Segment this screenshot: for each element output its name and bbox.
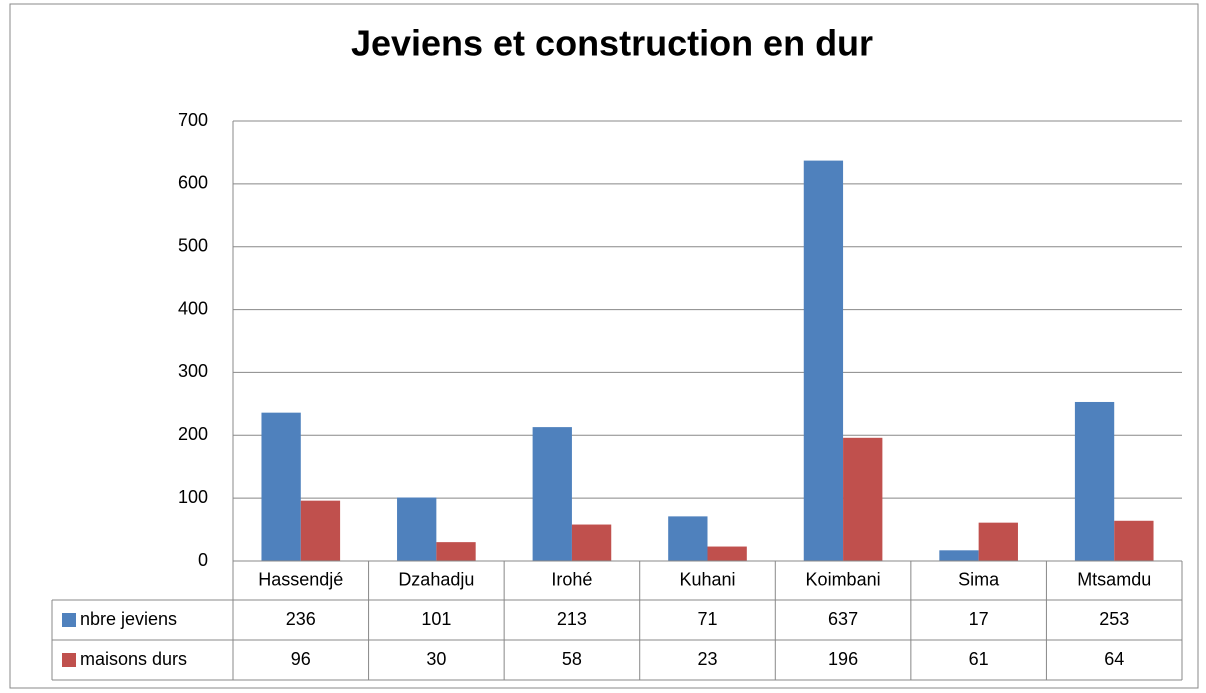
x-tick-label: Koimbani xyxy=(806,569,881,589)
table-cell: 30 xyxy=(426,649,446,669)
y-tick-label: 100 xyxy=(178,487,208,507)
bar xyxy=(939,550,979,561)
y-tick-label: 600 xyxy=(178,173,208,193)
x-tick-label: Irohé xyxy=(551,569,592,589)
x-tick-label: Sima xyxy=(958,569,1000,589)
table-cell: 96 xyxy=(291,649,311,669)
x-tick-label: Mtsamdu xyxy=(1077,569,1151,589)
bar xyxy=(261,412,301,561)
table-cell: 196 xyxy=(828,649,858,669)
bar xyxy=(300,500,341,561)
legend-key xyxy=(62,653,76,667)
table-cell: 64 xyxy=(1104,649,1124,669)
x-tick-label: Hassendjé xyxy=(258,569,343,589)
table-cell: 58 xyxy=(562,649,582,669)
chart-title: Jeviens et construction en dur xyxy=(351,23,873,64)
table-cell: 71 xyxy=(697,609,717,629)
bar xyxy=(1114,520,1154,561)
table-cell: 23 xyxy=(697,649,717,669)
chart-border xyxy=(9,3,1199,689)
bar xyxy=(532,427,572,561)
y-tick-label: 500 xyxy=(178,235,208,255)
bar xyxy=(571,524,612,561)
bar xyxy=(397,497,437,561)
legend-label: maisons durs xyxy=(80,649,187,669)
bar xyxy=(436,542,476,561)
table-cell: 637 xyxy=(828,609,858,629)
y-tick-label: 400 xyxy=(178,298,208,318)
table-cell: 236 xyxy=(286,609,316,629)
bar xyxy=(978,522,1018,561)
y-tick-label: 0 xyxy=(198,550,208,570)
x-tick-label: Kuhani xyxy=(679,569,735,589)
y-tick-label: 700 xyxy=(178,110,208,130)
bar xyxy=(707,546,747,561)
table-cell: 17 xyxy=(969,609,989,629)
legend-label: nbre jeviens xyxy=(80,609,177,629)
table-cell: 253 xyxy=(1099,609,1129,629)
bar xyxy=(668,516,708,561)
y-tick-label: 300 xyxy=(178,361,208,381)
bar xyxy=(1074,401,1115,561)
table-cell: 61 xyxy=(969,649,989,669)
bar xyxy=(803,160,844,561)
y-tick-label: 200 xyxy=(178,424,208,444)
x-tick-label: Dzahadju xyxy=(398,569,474,589)
table-cell: 101 xyxy=(421,609,451,629)
bar xyxy=(843,437,883,561)
legend-key xyxy=(62,613,76,627)
table-cell: 213 xyxy=(557,609,587,629)
